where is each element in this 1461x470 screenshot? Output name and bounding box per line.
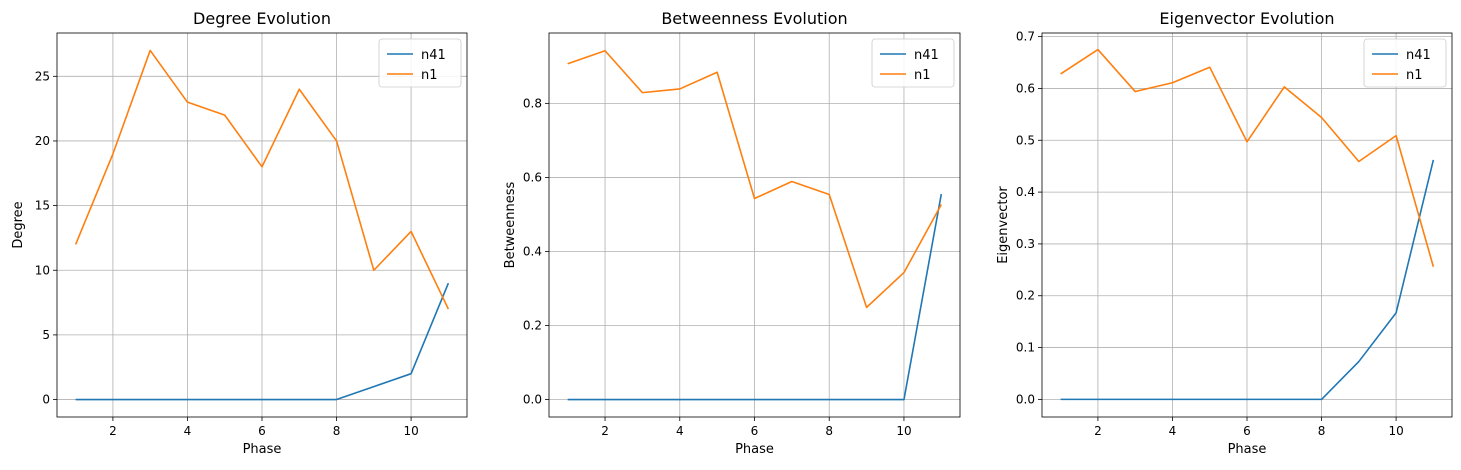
legend-box [378,38,462,88]
legend-box [871,38,955,88]
chart-title: Betweenness Evolution [661,9,847,28]
legend-label-n1: n1 [914,68,931,83]
chart-3: 2 4 6 8 10 0.0 0.1 0.2 0.3 0.4 0.5 0.6 0.7 Eigenvecto… [996,9,1453,457]
y-tick-label: 0.1 [1016,341,1035,355]
y-tick-label: 20 [35,134,50,148]
x-tick-label: 2 [109,424,117,438]
x-tick-label: 10 [1388,424,1403,438]
series-line-n1 [567,49,943,309]
chart-2: 2 4 6 8 10 0.0 0.2 0.4 0.6 0.8 Betweenness Evoluti… [503,9,961,457]
x-tick-label: 6 [1243,424,1251,438]
legend-label-n1: n1 [421,68,438,83]
legend-box [1363,38,1447,88]
x-axis-label: Phase [243,442,282,457]
x-tick-label: 2 [1094,424,1102,438]
y-tick-label: 0.4 [1016,185,1035,199]
y-tick-label: 0.2 [523,319,542,333]
y-tick-label: 0.3 [1016,237,1035,251]
x-tick-label: 4 [184,424,192,438]
x-tick-label: 6 [751,424,759,438]
x-axis-label: Phase [735,442,774,457]
chart-title: Degree Evolution [193,9,331,28]
y-axis-label: Eigenvector [996,186,1011,264]
chart-1: 2 4 6 8 10 0 5 10 15 20 25 Degree Evolution Phase Deg… [11,9,468,457]
series-line-n41 [75,282,450,401]
x-tick-label: 4 [676,424,684,438]
legend-label-n41: n41 [1406,48,1431,63]
y-tick-label: 15 [35,199,50,213]
x-tick-label: 8 [825,424,833,438]
y-axis-label: Betweenness [503,181,518,268]
y-tick-label: 0.8 [523,96,542,110]
y-tick-label: 0.4 [523,244,542,258]
y-tick-label: 0.5 [1016,133,1035,147]
x-tick-label: 2 [601,424,609,438]
legend-label-n41: n41 [421,48,446,63]
y-tick-label: 0.2 [1016,289,1035,303]
x-tick-label: 6 [258,424,266,438]
y-tick-label: 25 [35,69,50,83]
legend-label-n41: n41 [914,48,939,63]
x-tick-label: 8 [333,424,341,438]
y-tick-label: 0.6 [1016,81,1035,95]
x-tick-label: 10 [896,424,911,438]
x-tick-label: 4 [1169,424,1177,438]
x-axis-label: Phase [1228,442,1267,457]
series-line-n1 [1060,48,1435,267]
series-line-n1 [74,49,450,310]
x-tick-label: 10 [403,424,418,438]
y-tick-label: 0.0 [523,393,542,407]
series-line-n41 [567,193,943,401]
y-tick-label: 0 [42,393,50,407]
y-tick-label: 0.6 [523,170,542,184]
y-tick-label: 10 [35,263,50,277]
y-axis-label: Degree [11,201,26,248]
y-tick-label: 0.7 [1016,30,1035,44]
series-line-n41 [1060,159,1435,401]
legend-label-n1: n1 [1406,68,1423,83]
x-tick-label: 8 [1318,424,1326,438]
chart-title: Eigenvector Evolution [1159,9,1334,28]
y-tick-label: 5 [42,328,50,342]
y-tick-label: 0.0 [1016,392,1035,406]
